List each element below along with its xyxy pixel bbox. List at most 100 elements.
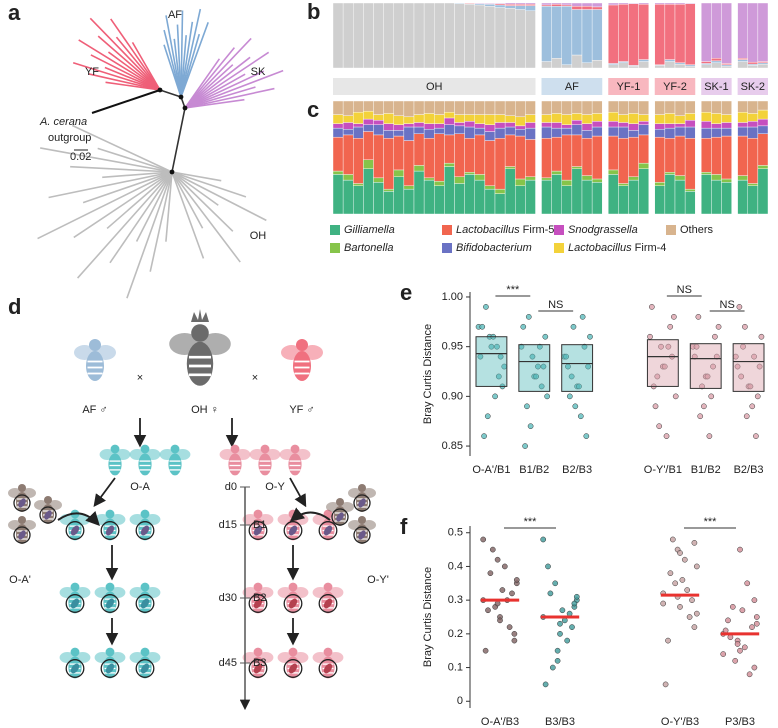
data-point: [710, 363, 716, 370]
bar-segment: [591, 6, 603, 10]
bar-segment: [515, 2, 526, 5]
bar-segment: [711, 174, 722, 181]
bar-segment: [464, 126, 475, 139]
tree-branch: [165, 171, 173, 242]
bar-segment: [638, 61, 649, 69]
bar-segment: [353, 138, 364, 184]
data-point: [672, 393, 679, 400]
bar-segment: [711, 179, 722, 215]
bar-segment: [444, 166, 455, 215]
data-point: [540, 363, 547, 370]
bar-segment: [551, 4, 562, 7]
bar-segment: [454, 2, 465, 4]
gut: [288, 663, 298, 674]
bar-segment: [484, 114, 496, 125]
gut-ring: [100, 594, 120, 613]
tree-branch: [71, 124, 173, 173]
bar-segment: [674, 179, 686, 215]
tree-branch: [171, 171, 267, 222]
x-tick-label: B3/B3: [545, 716, 575, 728]
tree-branch: [149, 171, 173, 272]
bar-segment: [332, 127, 344, 138]
box: [732, 343, 765, 392]
bar-segment: [561, 114, 573, 125]
bar-segment: [711, 100, 722, 114]
data-point: [481, 433, 487, 439]
data-point: [552, 580, 559, 587]
gut: [44, 510, 52, 520]
outgroup-label: A. cerana: [39, 116, 87, 128]
tree-branch: [90, 54, 161, 91]
bar-segment: [701, 2, 712, 62]
bee-head: [89, 339, 101, 351]
bar-segment: [571, 113, 583, 121]
bar-segment: [571, 124, 583, 136]
bar-segment: [423, 179, 435, 215]
tree-branch: [171, 171, 247, 198]
gut: [105, 525, 115, 536]
data-point: [557, 631, 563, 637]
bar-segment: [383, 2, 394, 69]
panel-label: b: [307, 0, 320, 24]
bar-segment: [721, 135, 732, 180]
x-tick-label: B2/B3: [734, 464, 764, 476]
bar-segment: [561, 127, 573, 136]
bar-segment: [363, 110, 374, 120]
bar-segment: [484, 2, 496, 4]
data-point: [572, 403, 579, 410]
data-point: [536, 343, 543, 350]
tree-branch: [107, 51, 161, 91]
bar-segment: [618, 126, 629, 139]
bar-segment: [608, 100, 619, 113]
gut-ring: [39, 506, 57, 524]
bar-segment: [454, 125, 465, 134]
bar-segment: [591, 126, 603, 137]
data-point: [479, 323, 486, 330]
bar-segment: [747, 2, 759, 63]
bar-segment: [701, 171, 712, 175]
data-point: [741, 644, 748, 651]
tree-branch: [184, 56, 251, 109]
bar-segment: [638, 121, 649, 125]
bar-segment: [373, 177, 384, 183]
data-point: [734, 641, 741, 647]
tree-branch: [48, 171, 173, 199]
bar-segment: [551, 170, 562, 175]
bar-segment: [551, 113, 562, 123]
bee-body: [138, 453, 152, 476]
tree-branch: [88, 73, 161, 91]
tree-branch: [184, 73, 246, 109]
bar-segment: [674, 135, 686, 176]
data-point: [701, 403, 707, 410]
tree-branch: [184, 51, 270, 109]
timeline-day: d0: [225, 481, 237, 493]
data-point: [648, 304, 655, 310]
gut: [323, 598, 333, 609]
bar-segment: [711, 2, 722, 59]
bar-segment: [515, 185, 526, 215]
bar-segment: [654, 100, 666, 115]
bar-segment: [581, 130, 593, 139]
bar-segment: [515, 5, 526, 10]
bar-segment: [711, 62, 722, 69]
bar-segment: [494, 122, 506, 129]
bar-segment: [711, 60, 722, 63]
timeline-batch: B1: [253, 519, 266, 531]
bar-segment: [551, 122, 562, 129]
bar-segment: [541, 177, 552, 181]
bar-segment: [721, 100, 732, 115]
bar-segment: [413, 114, 425, 123]
bar-segment: [444, 134, 455, 164]
bar-segment: [571, 166, 583, 169]
bar-segment: [654, 185, 666, 215]
bar-segment: [494, 100, 506, 115]
bar-segment: [525, 100, 536, 115]
tree-branch: [180, 8, 202, 98]
bar-segment: [608, 2, 619, 6]
bar-segment: [363, 168, 374, 215]
bar-segment: [525, 114, 536, 123]
parent-label: AF ♂: [82, 404, 107, 416]
bar-segment: [515, 129, 526, 137]
bar-segment: [434, 127, 445, 134]
data-point: [697, 413, 704, 420]
